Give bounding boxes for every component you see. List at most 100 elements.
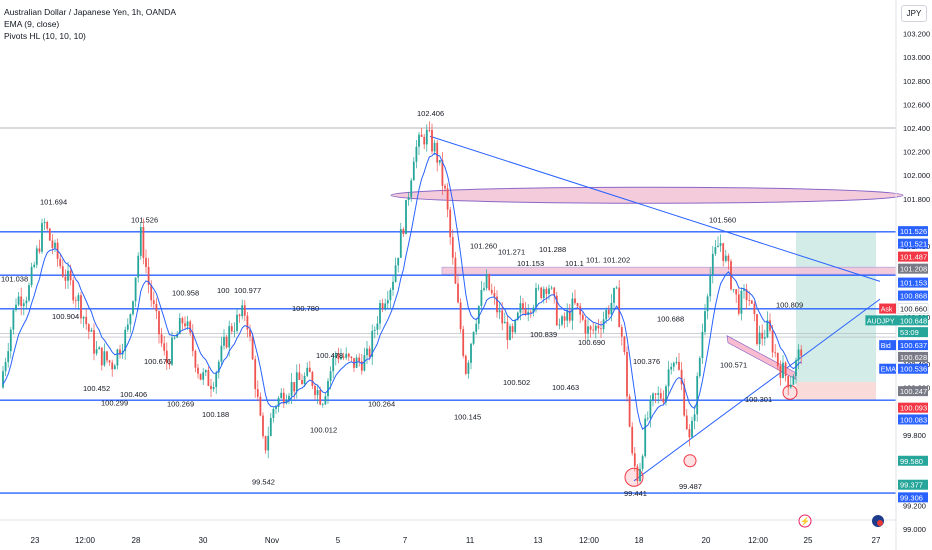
ema-indicator-label[interactable]: EMA (9, close) [4, 19, 60, 29]
price-label-box [898, 226, 928, 237]
candle-body [402, 229, 405, 234]
candle-body [54, 242, 56, 248]
price-label-box [898, 363, 928, 374]
candle-body [22, 303, 25, 307]
candle-body [748, 300, 751, 301]
candle-body [134, 277, 137, 302]
candle-body [701, 331, 704, 359]
candle-body [415, 146, 418, 162]
candle-body [438, 159, 441, 163]
candle-body [311, 372, 314, 386]
price-label-box [898, 315, 928, 326]
candle-body [756, 314, 758, 345]
time-axis[interactable]: 23 12:00 28 30 Nov 5 7 11 13 12:00 18 20 12:00 25 27 ⚡ [0, 514, 896, 545]
candle-body [217, 361, 220, 373]
candle-body [501, 310, 504, 324]
candle-body [251, 336, 254, 360]
candle-body [306, 367, 309, 376]
candle-body [706, 296, 709, 312]
candle-body [178, 318, 181, 335]
candle-body [72, 280, 75, 301]
candle-body [145, 257, 147, 268]
candle-body [618, 287, 621, 328]
candle-body [324, 396, 327, 405]
candle-body [246, 315, 249, 330]
candle-body [639, 468, 641, 482]
pivot-circle [683, 454, 697, 468]
price-label-box [898, 251, 928, 262]
candle-body [766, 320, 769, 338]
candle-body [332, 357, 335, 372]
candle-body [464, 355, 467, 374]
price-label-box [898, 238, 928, 249]
price-tick-label: 102.400 [903, 124, 930, 133]
candle-body [202, 372, 205, 380]
candle-body [267, 435, 270, 451]
price-label-box [898, 479, 928, 490]
price-axis[interactable]: 103.200 103.000 102.800 102.600 102.400 102.2… [865, 0, 930, 550]
candle-body [584, 319, 587, 334]
candle-body [522, 303, 524, 309]
candle-body [223, 336, 225, 346]
price-label-text: 100.628 [900, 353, 927, 362]
pivots-indicator-label[interactable]: Pivots HL (10, 10, 10) [4, 31, 86, 41]
price-label-box [898, 263, 928, 274]
candle-body [574, 298, 576, 304]
price-tick-label: 101.800 [903, 195, 930, 204]
candle-body [147, 267, 150, 285]
candle-body [665, 386, 667, 403]
candle-body [30, 266, 33, 286]
candle-body [277, 398, 280, 407]
candle-body [15, 304, 17, 311]
candle-body [550, 287, 553, 289]
price-label-text: 99.377 [900, 481, 923, 490]
pivot-label: 100.376 [633, 357, 660, 366]
horizontal-levels[interactable] [0, 127, 896, 494]
candle-body [610, 302, 613, 315]
price-label-box [898, 402, 928, 413]
candle-body [488, 274, 491, 290]
candle-body [743, 289, 745, 291]
candle-body [106, 351, 108, 361]
candle-body [506, 321, 509, 340]
candle-body [555, 295, 558, 326]
pivot-label: 100.780 [292, 304, 319, 313]
price-label-box [898, 290, 928, 301]
candle-body [74, 300, 77, 302]
pivot-label: 100.571 [720, 361, 747, 370]
time-tick-label: 7 [403, 536, 408, 545]
resistance-band [441, 266, 897, 275]
candle-body [301, 379, 303, 385]
candle-body [28, 285, 30, 301]
candle-body [212, 386, 215, 390]
time-tick-label: 30 [199, 536, 208, 545]
candle-body [691, 420, 693, 438]
candle-body [33, 264, 36, 267]
currency-button[interactable]: JPY [901, 5, 927, 22]
candle-body [490, 289, 493, 294]
candle-body [472, 331, 475, 344]
candle-body [379, 303, 381, 324]
candle-body [103, 351, 106, 366]
candle-body [613, 287, 615, 303]
price-label-text: 100.247 [900, 387, 927, 396]
pivot-label: 101.288 [539, 245, 566, 254]
candle-body [228, 326, 231, 348]
candle-body [724, 255, 727, 261]
candle-body [446, 188, 449, 210]
candle-body [189, 321, 192, 333]
drawings[interactable] [390, 135, 904, 487]
price-label-text: 101.487 [900, 253, 927, 262]
candle-body [360, 361, 363, 371]
candle-body [347, 353, 350, 357]
candle-body [457, 283, 459, 303]
candle-body [399, 229, 402, 258]
candle-body [158, 311, 160, 335]
candle-body [553, 287, 556, 296]
candle-body [371, 330, 374, 357]
candle-body [342, 356, 345, 358]
pivot-label: 100.958 [172, 289, 199, 298]
candle-body [797, 349, 800, 361]
candle-body [93, 330, 95, 354]
